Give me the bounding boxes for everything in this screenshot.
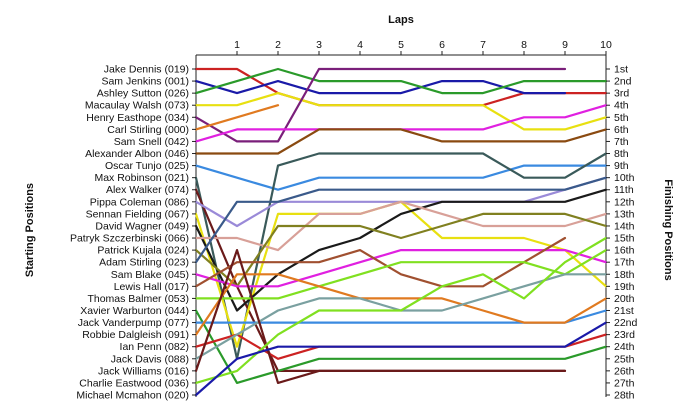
lap-tick-label: 10 [600, 39, 612, 51]
finishing-position-label: 27th [614, 377, 635, 389]
starting-position-label: Sam Snell (042) [114, 136, 189, 148]
finishing-position-label: 4th [614, 100, 629, 112]
series-line-28 [194, 321, 608, 397]
starting-position-label: Charlie Eastwood (036) [79, 377, 189, 389]
finishing-position-label: 28th [614, 390, 635, 402]
series-line-20 [194, 249, 608, 300]
series-line-18 [194, 249, 608, 288]
finishing-position-label: 13th [614, 208, 635, 220]
starting-position-label: Patrick Kujala (024) [97, 245, 189, 257]
series-line-27 [194, 236, 608, 384]
right-axis-title: Finishing Positions [662, 179, 674, 280]
series-line-26 [194, 249, 567, 384]
starting-position-label: Sam Blake (045) [111, 269, 189, 281]
starting-position-label: Jack Williams (016) [98, 365, 189, 377]
starting-position-label: Alex Walker (074) [106, 184, 189, 196]
starting-position-label: Sennan Fielding (067) [86, 208, 189, 220]
starting-position-label: Ian Penn (082) [120, 341, 189, 353]
starting-position-label: Thomas Balmer (053) [87, 293, 189, 305]
starting-position-label: Adam Stirling (023) [99, 257, 189, 269]
series-line-19 [194, 236, 567, 288]
starting-position-label: Henry Easthope (034) [86, 112, 189, 124]
starting-position-label: Max Robinson (021) [94, 172, 189, 184]
lap-tick-label: 9 [562, 39, 568, 51]
finishing-position-label: 16th [614, 245, 635, 257]
starting-position-label: Lewis Hall (017) [114, 281, 189, 293]
finishing-position-label: 10th [614, 172, 635, 184]
finishing-position-label: 14th [614, 220, 635, 232]
finishing-position-label: 1st [614, 64, 628, 76]
starting-position-label: Sam Jenkins (001) [101, 76, 189, 88]
lap-tick-label: 5 [398, 39, 404, 51]
finishing-position-label: 18th [614, 269, 635, 281]
finishing-position-label: 26th [614, 365, 635, 377]
finishing-position-label: 21st [614, 305, 634, 317]
starting-position-label: Oscar Tunjo (025) [105, 160, 189, 172]
starting-position-label: Macaulay Walsh (073) [85, 100, 189, 112]
series-line-10 [194, 152, 608, 360]
finishing-position-label: 2nd [614, 76, 632, 88]
finishing-position-label: 17th [614, 257, 635, 269]
left-axis-title: Starting Positions [24, 183, 36, 277]
starting-position-label: Jack Davis (088) [111, 353, 189, 365]
series-layer [194, 67, 608, 397]
starting-position-label: Xavier Warburton (044) [80, 305, 189, 317]
lap-tick-label: 2 [275, 39, 281, 51]
finishing-position-label: 8th [614, 148, 629, 160]
finishing-position-label: 12th [614, 196, 635, 208]
finishing-position-label: 11th [614, 184, 634, 196]
finishing-position-label: 20th [614, 293, 635, 305]
series-line-23 [194, 273, 608, 336]
finishing-position-label: 6th [614, 124, 629, 136]
series-line-16 [194, 212, 608, 288]
series-line-17 [194, 176, 608, 264]
finishing-position-label: 24th [614, 341, 635, 353]
top-axis-title: Laps [388, 14, 414, 26]
finishing-position-label: 3rd [614, 88, 629, 100]
starting-position-label: David Wagner (049) [95, 220, 189, 232]
finishing-position-label: 22nd [614, 317, 638, 329]
series-line-4 [194, 91, 608, 131]
lap-tick-label: 3 [316, 39, 322, 51]
starting-position-label: Ashley Sutton (026) [97, 88, 189, 100]
series-line-21 [194, 309, 608, 384]
starting-position-label: Jake Dennis (019) [104, 64, 189, 76]
starting-position-label: Carl Stirling (000) [107, 124, 189, 136]
finishing-position-label: 25th [614, 353, 635, 365]
series-line-8 [194, 128, 608, 155]
finishing-position-label: 5th [614, 112, 629, 124]
starting-labels: Jake Dennis (019)Sam Jenkins (001)Ashley… [70, 64, 196, 402]
finishing-position-label: 7th [614, 136, 629, 148]
starting-position-label: Michael Mcmahon (020) [76, 390, 189, 402]
lap-tick-label: 6 [439, 39, 445, 51]
starting-position-label: Patryk Szczerbinski (066) [70, 233, 189, 245]
series-line-5 [194, 67, 567, 143]
series-line-6 [194, 104, 280, 131]
starting-position-label: Alexander Albon (046) [85, 148, 189, 160]
lap-tick-label: 7 [480, 39, 486, 51]
finishing-position-label: 23rd [614, 329, 635, 341]
lap-ticks: 1 2 3 4 5 6 7 8 9 10 [234, 39, 612, 55]
series-line-9 [194, 164, 608, 191]
lap-tick-label: 8 [521, 39, 527, 51]
starting-position-label: Jack Vanderpump (077) [78, 317, 189, 329]
finishing-position-label: 9th [614, 160, 629, 172]
lap-tick-label: 1 [234, 39, 240, 51]
finishing-position-label: 15th [614, 233, 635, 245]
finishing-labels: 1st2nd3rd4th5th6th7th8th9th10th11th12th1… [606, 64, 638, 402]
finishing-position-label: 19th [614, 281, 635, 293]
starting-position-label: Robbie Dalgleish (091) [82, 329, 189, 341]
starting-position-label: Pippa Coleman (086) [90, 196, 189, 208]
series-line-3 [194, 67, 608, 95]
lap-tick-label: 4 [357, 39, 363, 51]
